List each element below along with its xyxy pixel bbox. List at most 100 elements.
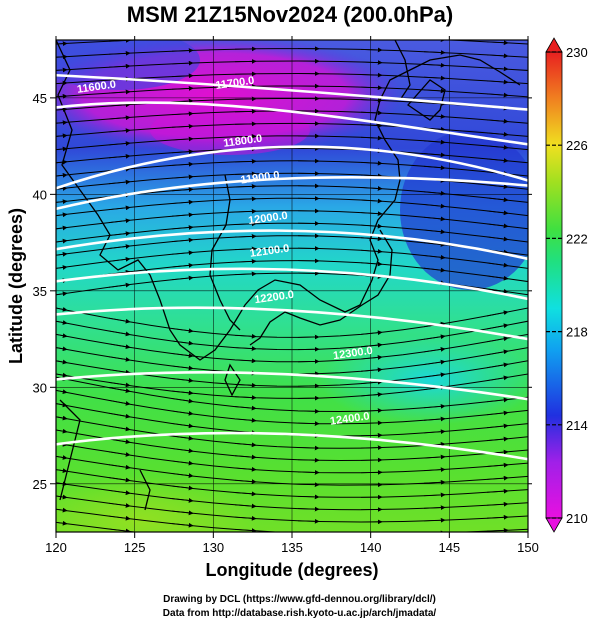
wind-arrow [486, 210, 509, 216]
wind-arrow [108, 244, 131, 249]
contour-label: 12200.0 [254, 289, 295, 306]
wind-arrow [108, 438, 131, 445]
x-axis-label: Longitude (degrees) [205, 560, 378, 580]
wind-arrow [360, 186, 383, 191]
height-contour [56, 73, 528, 111]
wind-arrow [171, 485, 194, 491]
wind-arrow [171, 225, 194, 230]
wind-arrow [297, 494, 320, 500]
wind-arrow [171, 510, 194, 516]
wind-arrow [360, 160, 383, 166]
wind-arrow [486, 92, 509, 98]
wind-arrow [171, 212, 194, 218]
height-contour [56, 145, 528, 190]
wind-arrow [360, 355, 383, 360]
wind-arrow [171, 423, 194, 429]
wind-arrow [108, 256, 131, 262]
wind-arrow [234, 158, 257, 164]
contour-label: 11900.0 [240, 169, 280, 186]
wind-arrow [423, 203, 446, 209]
wind-arrow [108, 528, 131, 532]
height-contour [56, 101, 528, 146]
wind-arrow [486, 462, 509, 468]
wind-arrow [297, 518, 320, 524]
wind-arrow [171, 136, 194, 142]
wind-arrow [234, 395, 257, 400]
wind-arrow [171, 48, 194, 53]
wind-arrow [108, 153, 131, 159]
wind-arrow [171, 86, 194, 91]
wind-arrow [360, 408, 383, 413]
wind-arrow [487, 543, 508, 544]
wind-arrow [171, 250, 194, 256]
wind-arrow [171, 522, 194, 528]
wind-arrow [486, 475, 509, 481]
wind-arrow [360, 236, 383, 242]
wind-arrow [108, 115, 131, 121]
colorbar-tick-label: 222 [566, 231, 588, 246]
x-tick-label: 125 [124, 540, 146, 555]
wind-arrow [361, 37, 382, 38]
wind-arrow [423, 467, 446, 473]
wind-arrow [171, 340, 194, 346]
wind-arrow [486, 375, 509, 381]
wind-arrow [423, 229, 446, 235]
wind-arrow [234, 133, 257, 139]
wind-arrow [486, 66, 509, 72]
y-tick-label: 45 [33, 91, 47, 106]
wind-arrow [423, 165, 446, 171]
wind-arrow [234, 382, 257, 388]
y-tick-label: 25 [33, 477, 47, 492]
wind-arrow [108, 464, 131, 470]
x-tick-label: 140 [360, 540, 382, 555]
wind-arrow [486, 79, 509, 85]
colorbar-min-arrow [545, 517, 563, 533]
wind-arrow [171, 328, 194, 334]
wind-arrow [108, 179, 131, 185]
height-contour [56, 370, 528, 401]
wind-arrow [360, 72, 383, 78]
wind-arrow [234, 491, 257, 497]
colorbar-tick-label: 226 [566, 138, 588, 153]
wind-arrow [423, 505, 446, 511]
x-axis-ticks: 120 125 130 135 140 145 150 [45, 36, 539, 555]
x-tick-label: 135 [281, 540, 303, 555]
wind-arrow [234, 417, 257, 423]
wind-arrow [360, 367, 383, 373]
wind-arrow [486, 527, 509, 532]
wind-arrow [423, 50, 446, 55]
wind-arrow [108, 356, 131, 362]
wind-arrow [423, 517, 446, 523]
x-tick-label: 145 [438, 540, 460, 555]
wind-arrow [234, 108, 257, 114]
wind-arrow [360, 123, 383, 128]
credit-data: Data from http://database.rish.kyoto-u.a… [162, 608, 437, 619]
wind-arrow [108, 317, 131, 324]
wind-arrow [423, 216, 446, 222]
wind-arrow [486, 53, 509, 59]
wind-arrow [423, 242, 446, 247]
wind-arrow [108, 63, 131, 69]
y-axis-ticks: 25 30 35 40 45 [33, 91, 532, 492]
wind-arrow [486, 236, 509, 242]
wind-arrow [108, 425, 131, 432]
x-tick-label: 120 [45, 540, 67, 555]
wind-arrow [171, 174, 194, 180]
wind-arrow [171, 398, 194, 404]
wind-arrow [108, 231, 131, 236]
wind-arrow [486, 288, 509, 294]
wind-arrow [486, 118, 509, 124]
wind-arrow [360, 248, 383, 254]
wind-arrow [108, 141, 131, 146]
wind-arrow [360, 392, 383, 397]
wind-arrow [360, 432, 383, 438]
wind-arrow [234, 271, 257, 277]
x-tick-label: 150 [517, 540, 539, 555]
x-tick-label: 130 [202, 540, 224, 555]
wind-arrow [486, 310, 509, 317]
wind-arrow [423, 416, 446, 422]
wind-arrow [108, 515, 131, 521]
wind-arrow [486, 184, 509, 190]
wind-arrow [360, 330, 383, 336]
wind-arrow [171, 410, 194, 416]
